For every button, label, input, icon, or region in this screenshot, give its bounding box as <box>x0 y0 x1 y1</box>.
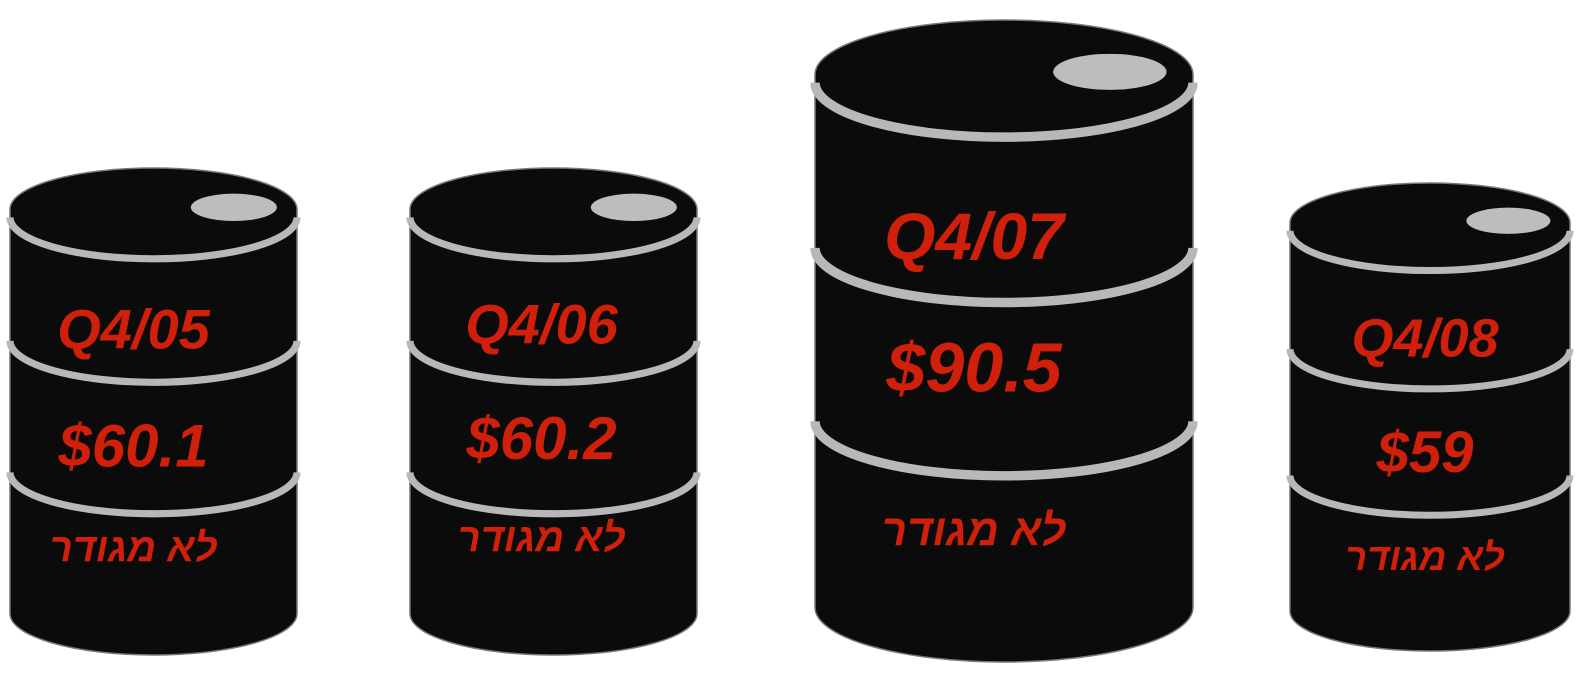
price-label: $90.5 <box>885 329 1062 407</box>
barrel-ring <box>6 217 301 263</box>
barrel: Q4/07 $90.5 לא מגודר <box>810 19 1198 663</box>
barrel-ring <box>1286 475 1574 519</box>
barrel: Q4/08 $59 לא מגודר <box>1286 182 1574 652</box>
barrel-ring <box>810 420 1198 481</box>
barrel-cap <box>1466 207 1551 234</box>
quarter-label: Q4/07 <box>884 199 1067 273</box>
note-label: לא מגודר <box>50 526 218 570</box>
barrel-ring <box>406 217 701 263</box>
quarter-label: Q4/06 <box>465 293 618 356</box>
barrel: Q4/06 $60.2 לא מגודר <box>406 167 701 656</box>
barrel-ring <box>406 340 701 386</box>
note-label: לא מגודר <box>882 506 1067 555</box>
barrel-ring <box>1286 230 1574 275</box>
barrel-cap <box>590 193 677 221</box>
barrel-body <box>9 167 298 656</box>
quarter-label: Q4/08 <box>1351 308 1498 368</box>
barrel-cap <box>190 193 277 221</box>
barrel-ring <box>6 340 301 386</box>
barrel-body <box>814 19 1194 663</box>
barrel-ring <box>1286 348 1574 393</box>
price-label: $60.2 <box>465 405 616 472</box>
price-label: $60.1 <box>57 412 208 479</box>
barrel-cap <box>1053 53 1167 90</box>
note-label: לא מגודר <box>1345 537 1505 579</box>
price-label: $59 <box>1376 420 1474 485</box>
barrel: Q4/05 $60.1 לא מגודר <box>6 167 301 656</box>
barrel-body <box>1289 182 1571 652</box>
note-label: לא מגודר <box>458 516 626 560</box>
quarter-label: Q4/05 <box>57 297 210 360</box>
barrel-ring <box>6 472 301 518</box>
barrel-ring <box>810 247 1198 308</box>
barrel-body <box>409 167 698 656</box>
barrel-ring <box>406 472 701 518</box>
barrel-ring <box>810 82 1198 142</box>
